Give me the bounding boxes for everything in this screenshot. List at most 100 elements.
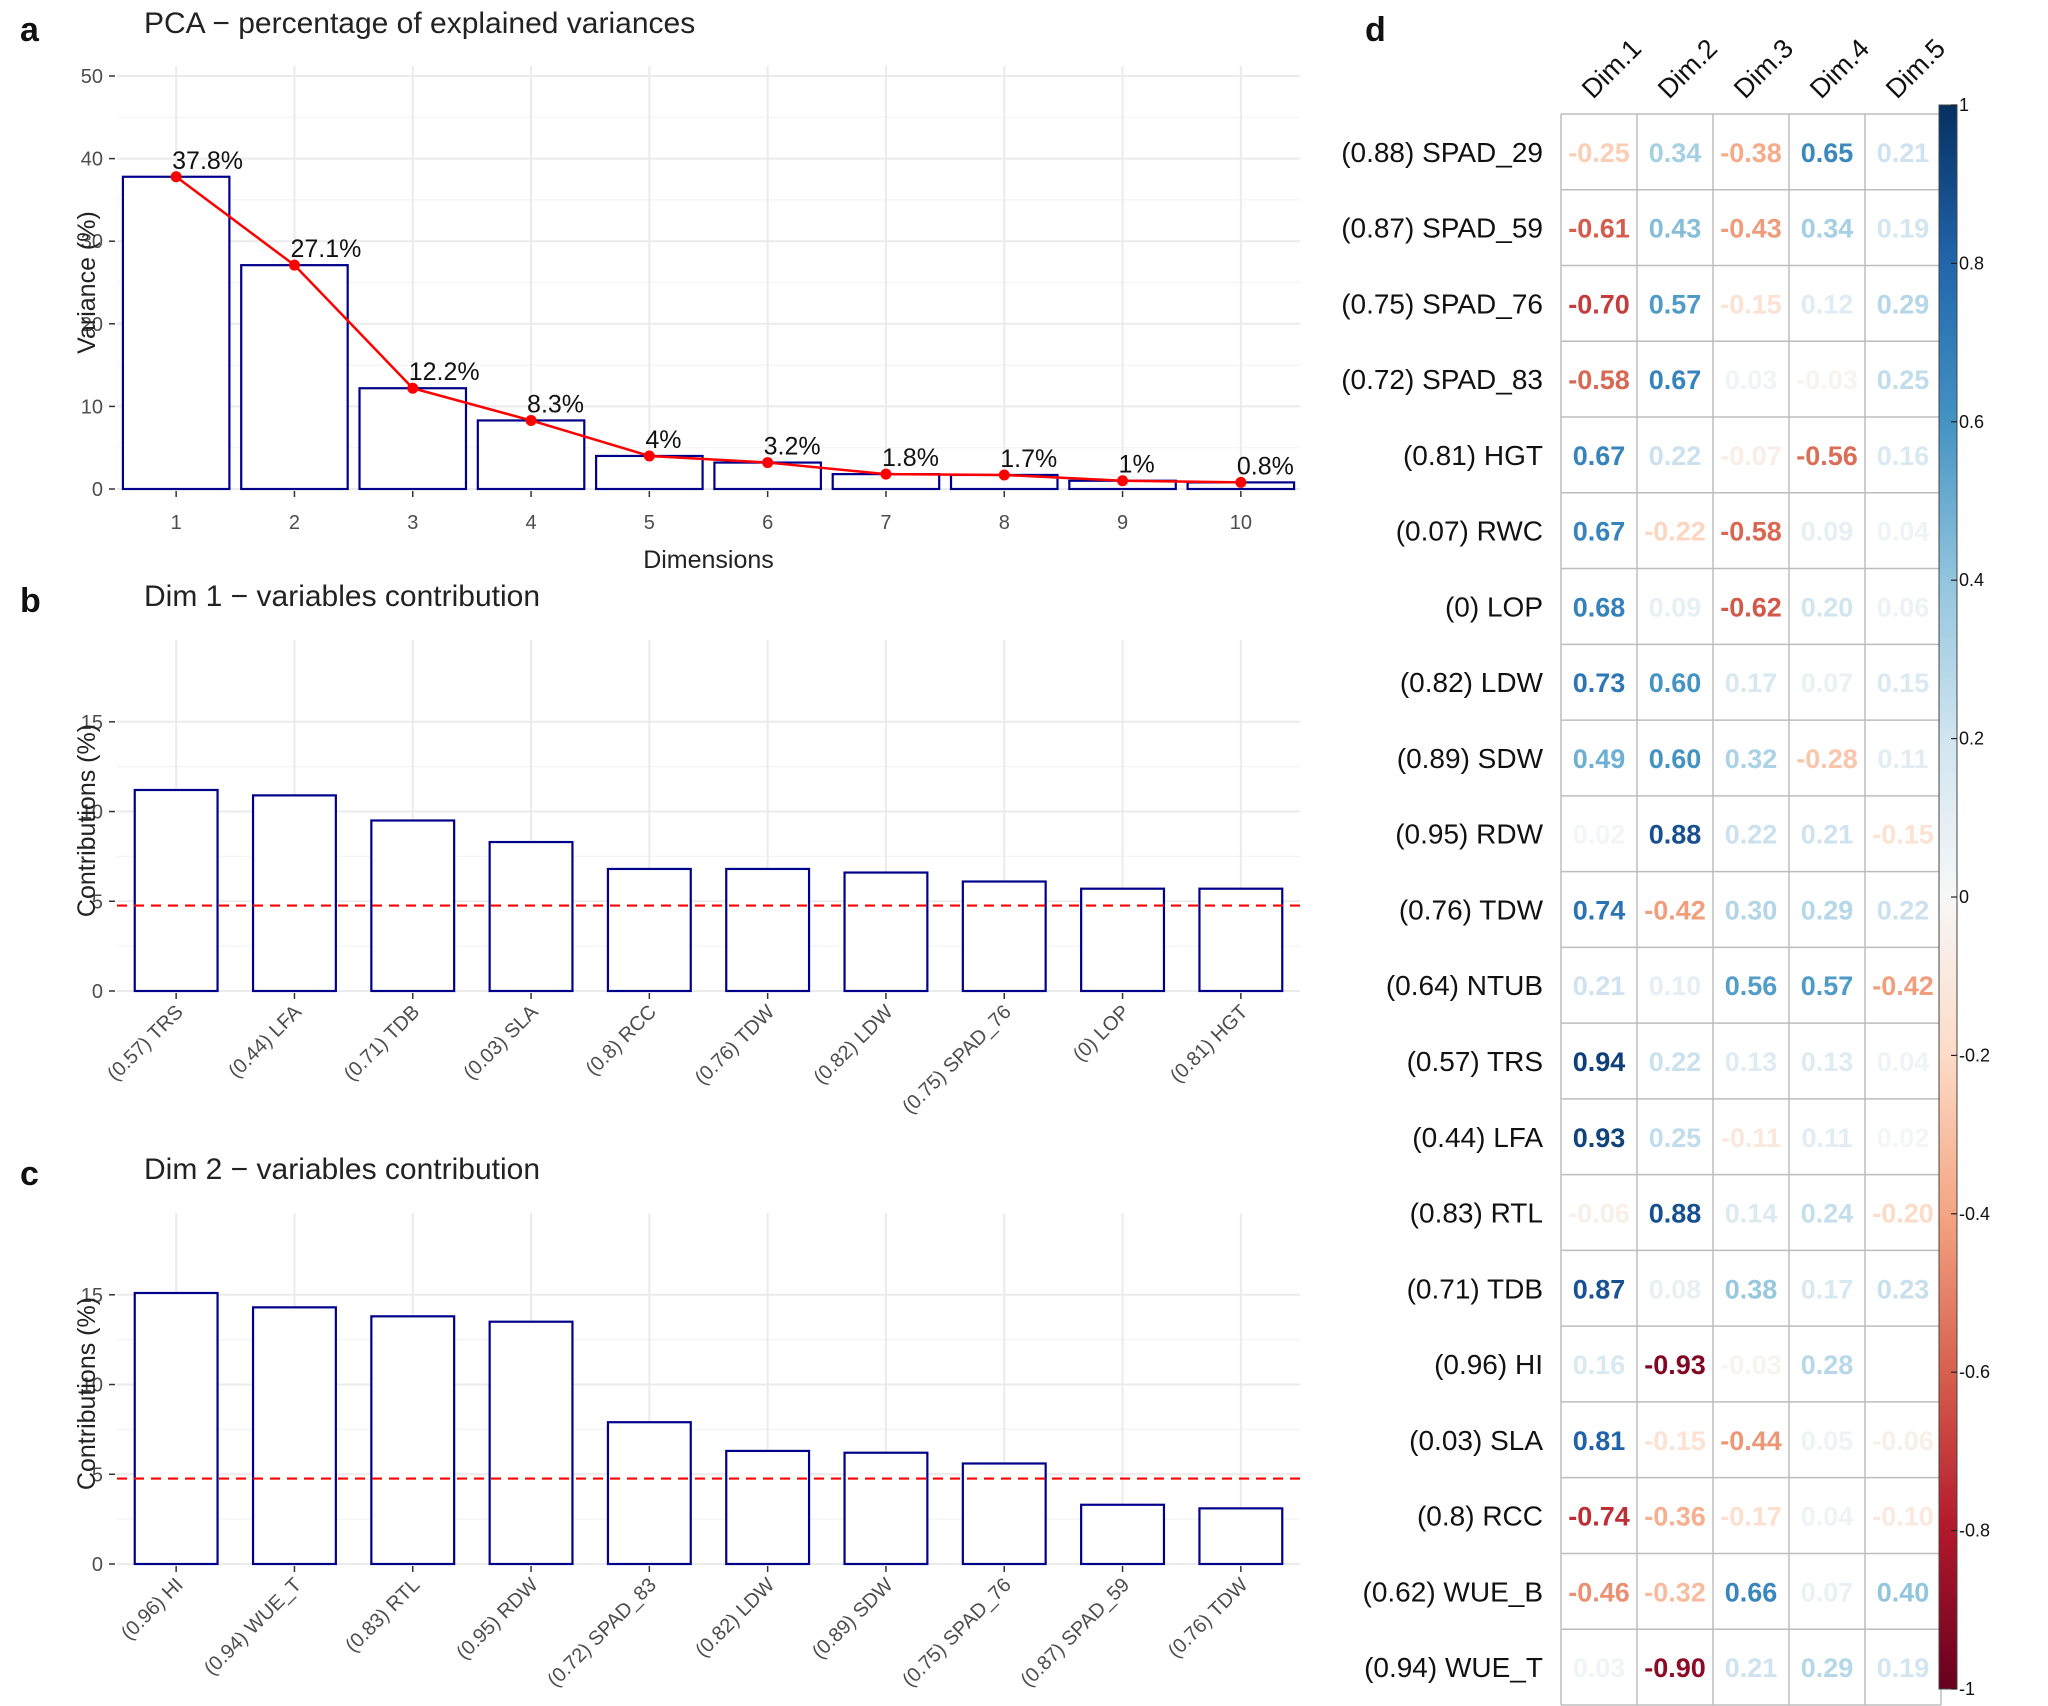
cell-value: 0.34 [1801,214,1854,244]
cell-value: 0.38 [1725,1274,1778,1304]
x-tick-label: (0.81) HGT [1166,1001,1252,1087]
cell-value: 0.94 [1573,1047,1626,1077]
cell-value: -0.36 [1644,1502,1706,1532]
cell-value: 0.11 [1877,744,1928,774]
cell-value: 0.21 [1725,1653,1778,1683]
cell-value: 0.07 [1801,1577,1854,1607]
chart-title: Dim 1 − variables contribution [144,580,540,613]
cell-value: -0.43 [1720,214,1782,244]
cell-value: -0.58 [1720,517,1782,547]
cell-value: 0.11 [1801,1123,1852,1153]
row-label: (0.44) LFA [1412,1122,1543,1153]
bar [370,1315,456,1566]
x-tick-label: 5 [644,512,655,534]
x-tick-label: (0.72) SPAD_83 [543,1574,660,1691]
series-point [525,414,537,426]
cell-value: 0.09 [1801,517,1854,547]
y-tick-label: 0 [92,981,103,1003]
x-tick-label: 7 [880,512,891,534]
bar [1080,1503,1166,1566]
data-label: 8.3% [527,390,584,418]
cell-value: -0.15 [1720,289,1782,319]
cell-value: 0.88 [1649,1199,1702,1229]
cell-value: 0.17 [1801,1274,1854,1304]
cell-value: -0.42 [1644,895,1706,925]
cell-value: 0.43 [1649,214,1702,244]
x-tick-label: 2 [289,512,300,534]
row-label: (0.87) SPAD_59 [1341,213,1543,244]
data-label: 1% [1119,451,1155,479]
series-point [1117,475,1129,487]
row-label: (0.96) HI [1434,1349,1543,1380]
cell-value: 0.07 [1801,668,1854,698]
row-label: (0.81) HGT [1403,440,1543,471]
chart-title: Dim 2 − variables contribution [144,1153,540,1186]
colorbar-tick-label: 0 [1959,887,1969,907]
cell-value: 0.08 [1649,1274,1702,1304]
y-tick-label: 10 [81,396,103,418]
cell-value: 0.03 [1573,1653,1626,1683]
x-tick-label: (0.57) TRS [103,1001,187,1085]
panel-label: d [1365,11,1386,49]
colorbar-tick-label: -1 [1959,1679,1975,1699]
y-tick-label: 0 [92,479,103,501]
cell-value: 0.68 [1573,592,1626,622]
cell-value: 0.16 [1573,1350,1626,1380]
cell-value: -0.74 [1568,1502,1630,1532]
data-label: 1.7% [1000,445,1057,473]
colorbar-tick-label: 0.2 [1959,729,1984,749]
cell-value: -0.42 [1872,971,1934,1001]
cell-value: 0.22 [1649,441,1702,471]
bar [121,175,231,491]
cell-value: -0.03 [1720,1350,1782,1380]
cell-value: -0.22 [1644,517,1706,547]
x-tick-label: 9 [1117,512,1128,534]
column-label: Dim.5 [1880,33,1951,104]
row-label: (0.72) SPAD_83 [1341,364,1543,395]
cell-value: -0.17 [1720,1502,1782,1532]
series-point [998,469,1010,481]
row-label: (0.94) WUE_T [1364,1652,1543,1683]
row-label: (0.95) RDW [1395,819,1543,850]
cell-value: 0.81 [1573,1426,1626,1456]
bar [961,1462,1047,1566]
cell-value: 0.21 [1877,138,1930,168]
panel-b: b Dim 1 − variables contribution 0 5 10 15Con… [20,580,1300,1118]
bar [488,1320,574,1566]
cell-value: 0.16 [1877,441,1930,471]
series-point [1235,476,1247,488]
bar [595,454,704,491]
cell-value: 0.29 [1801,895,1854,925]
y-axis-title: Contributions (%) [73,1297,101,1490]
data-label: 12.2% [409,358,480,386]
cell-value: 0.21 [1573,971,1626,1001]
cell-value: -0.56 [1796,441,1858,471]
cell-value: 0.04 [1801,1502,1854,1532]
cell-value: 0.13 [1801,1047,1854,1077]
cell-value: 0.29 [1877,289,1930,319]
row-label: (0.64) NTUB [1386,970,1543,1001]
cell-value: 0.25 [1877,365,1930,395]
y-tick-label: 5 [92,891,103,913]
bar [358,387,468,491]
bar [725,1449,811,1566]
y-tick-label: 20 [81,314,103,336]
series-point [762,457,774,469]
x-tick-label: (0.76) TDW [1164,1574,1252,1662]
cell-value: 0.67 [1649,365,1702,395]
y-tick-label: 40 [81,149,103,171]
x-tick-label: 8 [999,512,1010,534]
data-label: 37.8% [172,147,243,175]
cell-value: 0.15 [1877,668,1930,698]
cell-value: 0.32 [1725,744,1778,774]
row-label: (0.76) TDW [1399,894,1544,925]
panel-label: c [20,1155,39,1193]
cell-value: 0.66 [1725,1577,1778,1607]
column-label: Dim.1 [1576,33,1647,104]
cell-value: -0.28 [1796,744,1858,774]
x-tick-label: (0.82) LDW [810,1001,898,1089]
cell-value: -0.06 [1872,1426,1934,1456]
cell-value: 0.02 [1877,1123,1930,1153]
column-label: Dim.2 [1652,33,1723,104]
series-point [880,468,892,480]
